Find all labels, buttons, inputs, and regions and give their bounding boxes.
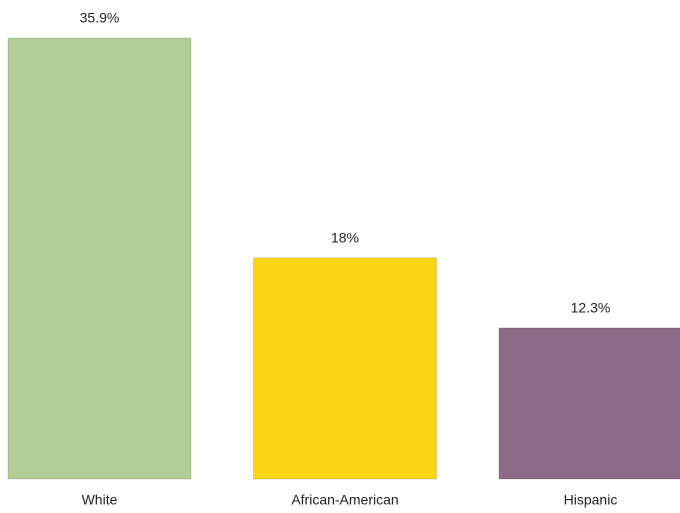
data-label: 18% bbox=[331, 230, 359, 246]
x-tick-label: African-American bbox=[291, 492, 398, 508]
x-tick-label: Hispanic bbox=[564, 492, 618, 508]
data-label: 12.3% bbox=[571, 300, 611, 316]
bar bbox=[7, 37, 192, 480]
x-tick-label: White bbox=[82, 492, 118, 508]
bar bbox=[253, 257, 437, 480]
data-label: 35.9% bbox=[80, 10, 120, 26]
bar bbox=[498, 327, 680, 480]
